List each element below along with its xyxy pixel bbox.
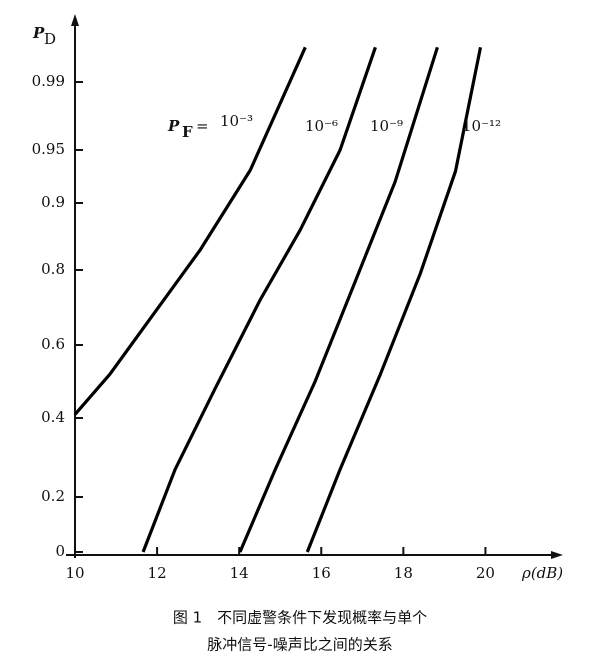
x-label: ρ(dB) (521, 564, 563, 582)
y-tick-label: 0.6 (41, 335, 65, 353)
y-tick-label: 0.95 (32, 140, 65, 158)
pf-symbol: P (167, 117, 180, 135)
y-arrow (71, 14, 79, 26)
curve (73, 46, 307, 416)
x-tick-label: 16 (312, 564, 331, 582)
series-label: 10⁻¹² (462, 117, 501, 135)
series-label: 10⁻³ (220, 112, 253, 130)
series-label: 10⁻⁶ (305, 117, 338, 135)
y-label-sub: D (44, 30, 56, 48)
series-label: 10⁻⁹ (370, 117, 403, 135)
x-tick-label: 18 (394, 564, 413, 582)
y-tick-label: 0.2 (41, 487, 65, 505)
caption: 脉冲信号-噪声比之间的关系 (207, 636, 392, 654)
curve (141, 46, 377, 553)
caption: 图 1 不同虚警条件下发现概率与单个 (173, 609, 427, 627)
y-tick-label: 0.99 (32, 72, 65, 90)
curve (238, 46, 439, 553)
x-tick-label: 10 (65, 564, 84, 582)
y-label: P (32, 24, 45, 42)
x-tick-label: 20 (476, 564, 495, 582)
y-tick-label: 0.9 (41, 193, 65, 211)
x-tick-label: 14 (230, 564, 249, 582)
x-tick-label: 12 (148, 564, 167, 582)
y-tick-label: 0.8 (41, 260, 65, 278)
x-arrow (551, 551, 563, 559)
y-tick-label: 0 (55, 542, 65, 560)
curve (305, 46, 483, 553)
pf-subscript: F (182, 123, 193, 141)
pf-equals: = (196, 117, 209, 135)
y-tick-label: 0.4 (41, 408, 65, 426)
